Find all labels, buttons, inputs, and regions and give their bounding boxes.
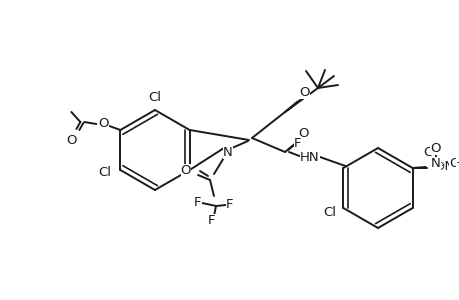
Text: F: F — [226, 197, 233, 211]
Text: F: F — [294, 136, 301, 149]
Text: O⊖: O⊖ — [453, 160, 459, 172]
Text: Cl: Cl — [98, 167, 111, 179]
Text: N: N — [430, 157, 440, 169]
Text: HN: HN — [300, 151, 319, 164]
Text: N: N — [223, 146, 232, 158]
Text: +: + — [433, 158, 441, 168]
Text: ⊕N: ⊕N — [434, 160, 453, 172]
Text: O: O — [422, 146, 433, 158]
Text: Cl: Cl — [322, 206, 335, 218]
Text: F: F — [194, 196, 202, 208]
Text: O: O — [180, 164, 191, 176]
Text: O: O — [66, 134, 77, 146]
Text: −: − — [454, 158, 459, 168]
Text: O: O — [98, 116, 108, 130]
Text: O: O — [299, 85, 309, 98]
Text: O: O — [298, 127, 308, 140]
Text: F: F — [208, 214, 215, 226]
Text: O: O — [430, 142, 440, 154]
Text: Cl: Cl — [148, 91, 161, 103]
Text: O: O — [448, 157, 459, 169]
